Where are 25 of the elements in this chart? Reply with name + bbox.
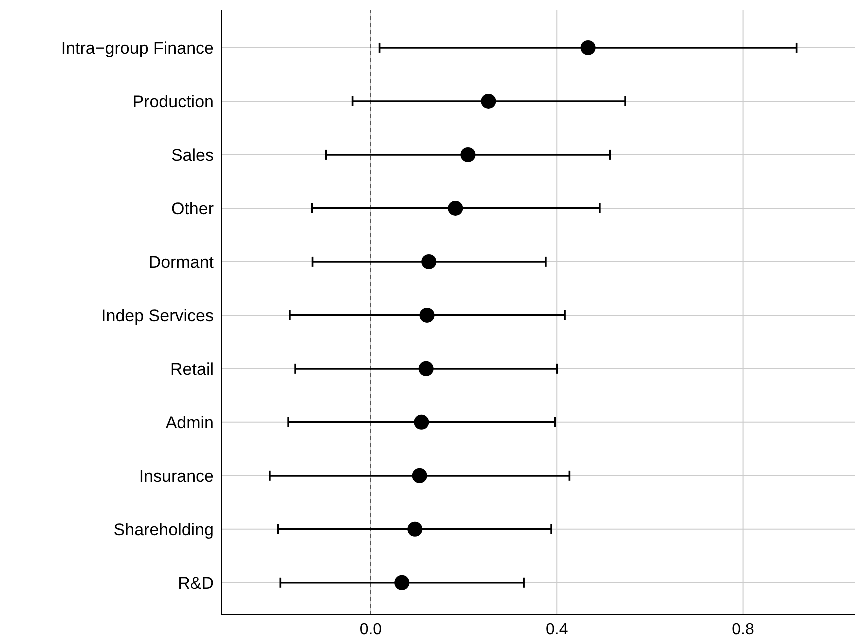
point (420, 308, 435, 323)
y-tick-label: Production (132, 92, 214, 112)
x-tick-label: 0.8 (732, 621, 755, 636)
y-tick-label: Retail (170, 360, 214, 379)
point (418, 361, 434, 376)
point (481, 94, 496, 109)
y-tick-label: Admin (166, 413, 214, 432)
x-tick-label: 0.0 (360, 621, 382, 636)
x-tick-label: 0.4 (546, 621, 568, 636)
y-tick-label: Dormant (148, 252, 214, 272)
point (460, 147, 476, 162)
y-tick-label: Insurance (139, 466, 214, 486)
point (422, 254, 437, 270)
y-tick-label: Shareholding (114, 520, 214, 540)
y-tick-label: Intra−group Finance (61, 39, 214, 58)
point (394, 575, 410, 590)
y-tick-label: Other (171, 199, 214, 218)
point (412, 468, 428, 484)
point (580, 40, 596, 56)
point (414, 414, 430, 430)
y-tick-label: Sales (171, 146, 214, 165)
y-tick-label: Indep Services (102, 306, 214, 326)
point (448, 200, 464, 216)
point (408, 522, 423, 537)
y-tick-label: R&D (178, 574, 214, 593)
